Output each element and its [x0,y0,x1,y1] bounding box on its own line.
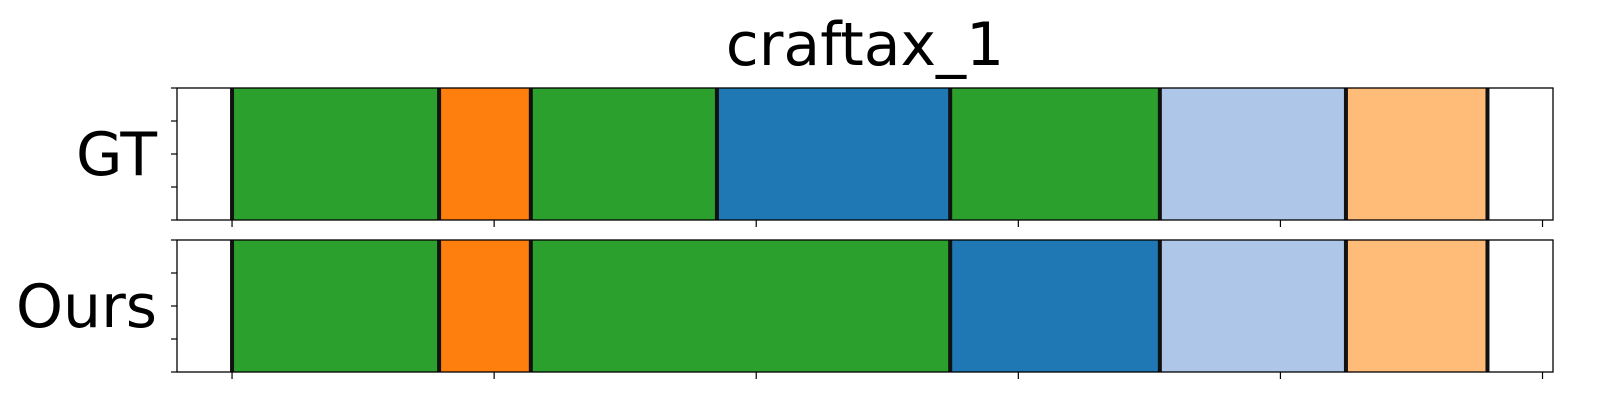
segment-bar [1345,240,1488,372]
segment-bar [232,240,440,372]
segment-bar [1487,240,1553,372]
segment-bar [1487,88,1553,220]
segment-bar [177,240,233,372]
segment-bar [1159,88,1346,220]
row-label-ours: Ours [16,272,157,342]
segment-bar [530,240,951,372]
segment-bar [232,88,440,220]
row-label-gt: GT [76,120,157,190]
segment-bar [950,88,1160,220]
segment-bar [530,88,717,220]
segment-bar [716,88,951,220]
chart-title: craftax_1 [726,10,1004,80]
segment-bar [1159,240,1346,372]
segment-bar [439,240,531,372]
panel-gt: GT [76,87,1554,227]
segment-bar [1345,88,1488,220]
panel-ours: Ours [16,239,1554,379]
segment-bar [439,88,531,220]
segment-bar [177,88,233,220]
segment-bar [950,240,1160,372]
